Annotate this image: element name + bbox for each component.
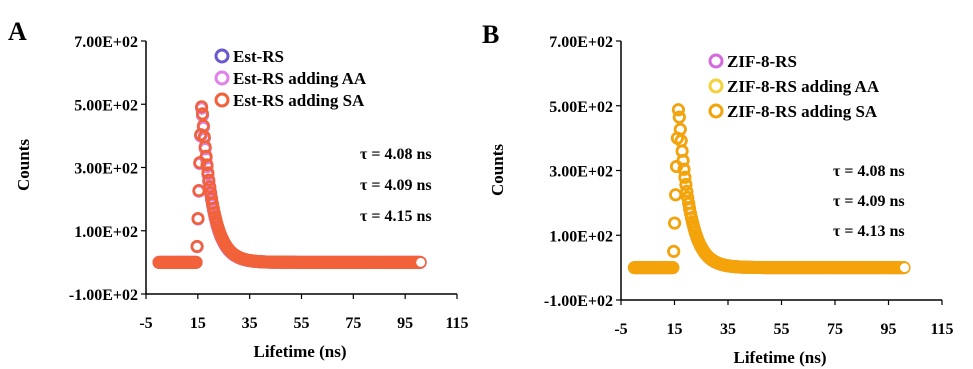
data-point [195, 100, 209, 114]
legend-label: Est-RS adding SA [233, 91, 365, 110]
legend-marker [214, 48, 230, 64]
data-point [668, 216, 682, 230]
panel-letter-a: A [8, 17, 27, 46]
plot-area-b [627, 103, 911, 275]
x-tick-label: 95 [397, 315, 413, 332]
x-tick-label: -5 [614, 321, 627, 338]
data-point [190, 239, 204, 253]
x-tick-label: 95 [881, 321, 897, 338]
data-point [677, 162, 691, 176]
legend-label: ZIF-8-RS adding SA [727, 102, 878, 121]
y-tick-label: 3.00E+02 [549, 164, 613, 181]
data-point [666, 261, 680, 275]
data-point [199, 149, 213, 163]
data-point [897, 261, 911, 275]
end-marker [900, 263, 910, 273]
tau-annotation: τ = 4.08 ns [833, 163, 905, 180]
panel-letter-b: B [482, 20, 499, 49]
data-point [202, 173, 216, 187]
x-tick-label: -5 [139, 315, 152, 332]
legend-label: Est-RS adding AA [233, 69, 367, 88]
x-tick-label: 115 [930, 321, 953, 338]
data-point [203, 180, 217, 194]
tau-annotation: τ = 4.09 ns [833, 193, 905, 210]
legend-marker [214, 70, 230, 86]
x-tick-label: 15 [190, 315, 206, 332]
legend-label: Est-RS [233, 47, 284, 66]
axes-a: -1.00E+02 1.00E+02 3.00E+02 5.00E+02 7.00E+0… [69, 34, 469, 332]
x-axis-title: Lifetime (ns) [253, 342, 346, 361]
panel-a: A Counts Lifetime (ns) -1.00E+02 1.00E+02… [8, 17, 469, 361]
tau-annotation: τ = 4.09 ns [360, 177, 432, 194]
legend-label: ZIF-8-RS [727, 52, 797, 71]
legend-marker [708, 53, 724, 69]
data-point [667, 244, 681, 258]
y-axis-title: Counts [14, 139, 33, 191]
x-tick-label: 15 [667, 321, 683, 338]
data-point [671, 103, 685, 117]
legend-a: Est-RS Est-RS adding AA Est-RS adding SA [214, 47, 367, 110]
series-3 [152, 100, 427, 269]
data-point [413, 255, 427, 269]
x-tick-label: 115 [445, 315, 468, 332]
data-point [678, 170, 692, 184]
data-point [200, 158, 214, 172]
legend-marker [214, 92, 230, 108]
annotations-b: τ = 4.08 ns τ = 4.09 ns τ = 4.13 ns [833, 163, 905, 240]
y-tick-label: 5.00E+02 [549, 99, 613, 116]
series-3 [627, 103, 911, 275]
data-point [196, 107, 210, 121]
data-point [189, 255, 203, 269]
x-tick-label: 75 [827, 321, 843, 338]
panel-b: B Counts Lifetime (ns) -1.00E+02 1.00E+02… [482, 20, 954, 367]
legend-label: ZIF-8-RS adding AA [727, 77, 880, 96]
data-point [676, 153, 690, 167]
x-tick-label: 55 [774, 321, 790, 338]
y-tick-label: 1.00E+02 [549, 228, 613, 245]
data-point [201, 166, 215, 180]
y-tick-label: 1.00E+02 [74, 224, 138, 241]
legend-marker [708, 78, 724, 94]
x-axis-title: Lifetime (ns) [733, 348, 826, 367]
y-tick-label: 7.00E+02 [74, 34, 138, 51]
axes-b: -1.00E+02 1.00E+02 3.00E+02 5.00E+02 7.00E+0… [544, 34, 954, 338]
legend-marker [708, 103, 724, 119]
data-point [679, 177, 693, 191]
x-tick-label: 35 [720, 321, 736, 338]
plot-area-a [152, 100, 427, 269]
x-tick-label: 35 [242, 315, 258, 332]
y-axis-title-b: Counts [488, 144, 507, 196]
y-tick-label: 3.00E+02 [74, 161, 138, 178]
data-point [672, 110, 686, 124]
data-point [680, 184, 694, 198]
tau-annotation: τ = 4.15 ns [360, 208, 432, 225]
y-tick-label: -1.00E+02 [544, 293, 613, 310]
x-tick-label: 55 [294, 315, 310, 332]
y-axis-title: Counts [488, 144, 507, 196]
tau-annotation: τ = 4.13 ns [833, 223, 905, 240]
y-tick-label: 7.00E+02 [549, 34, 613, 51]
y-axis-title-a: Counts [14, 139, 33, 191]
y-tick-label: 5.00E+02 [74, 97, 138, 114]
data-point [192, 184, 206, 198]
data-point [191, 212, 205, 226]
x-tick-label: 75 [345, 315, 361, 332]
data-point [669, 188, 683, 202]
annotations-a: τ = 4.08 ns τ = 4.09 ns τ = 4.15 ns [360, 146, 432, 225]
tau-annotation: τ = 4.08 ns [360, 146, 432, 163]
y-tick-label: -1.00E+02 [69, 287, 138, 304]
legend-b: ZIF-8-RS ZIF-8-RS adding AA ZIF-8-RS addin… [708, 52, 880, 121]
end-marker [416, 257, 426, 267]
